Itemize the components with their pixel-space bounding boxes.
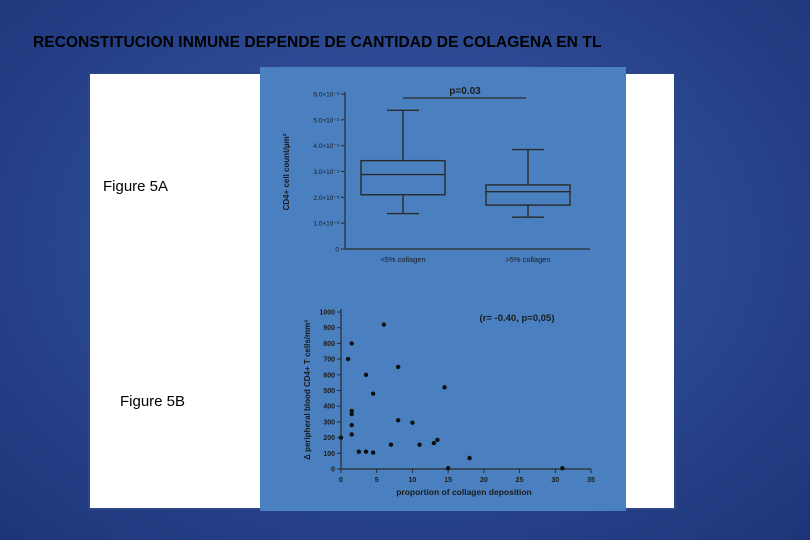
- slide-title: RECONSTITUCION INMUNE DEPENDE DE CANTIDA…: [33, 34, 602, 51]
- charts-panel: [260, 67, 626, 511]
- figure-5a-label: Figure 5A: [103, 178, 169, 195]
- figure-5b-label: Figure 5B: [120, 393, 186, 410]
